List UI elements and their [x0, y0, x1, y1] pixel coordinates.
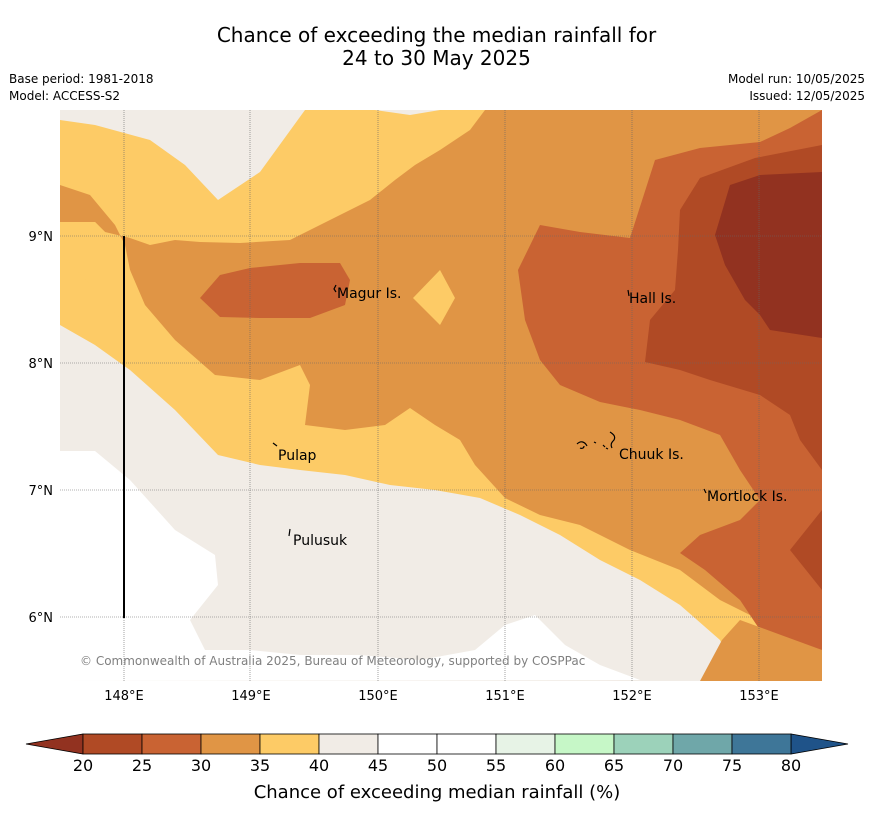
lat-tick-6n: 6°N: [29, 611, 54, 626]
lat-tick-labels: 9°N 8°N 7°N 6°N: [29, 230, 54, 626]
label-magur-is: Magur Is.: [337, 286, 402, 302]
lat-tick-7n: 7°N: [29, 484, 54, 499]
colorbar-segment: [554, 733, 615, 755]
band-40-45-south: [60, 325, 740, 681]
band-35-40-island: [413, 270, 455, 325]
colorbar-segment: [259, 733, 320, 755]
band-20-25-south: [790, 510, 822, 590]
colorbar-segment: [613, 733, 674, 755]
colorbar-segment: [141, 733, 202, 755]
band-30-35-southeast: [700, 620, 822, 681]
map-title-line-2: 24 to 30 May 2025: [342, 46, 531, 70]
colorbar-tick-label: 35: [250, 756, 270, 775]
colorbar-segment: [82, 733, 143, 755]
label-pulusuk: Pulusuk: [293, 533, 348, 549]
colorbar-tick-label: 30: [191, 756, 211, 775]
colorbar-tick-label: 60: [545, 756, 565, 775]
colorbar-tick-label: 70: [663, 756, 683, 775]
hall-island-shape: [627, 289, 630, 297]
mortlock-island-shape: [703, 488, 707, 494]
lon-tick-151e: 151°E: [485, 689, 525, 704]
colorbar-segment: [731, 733, 792, 755]
colorbar-tick-label: 25: [132, 756, 152, 775]
map-plot-area: Magur Is. Hall Is. Pulap Chuuk Is. Mortl…: [60, 110, 822, 681]
copyright-notice: © Commonwealth of Australia 2025, Bureau…: [80, 654, 585, 668]
band-under-20: [715, 172, 822, 338]
label-mortlock-is: Mortlock Is.: [707, 489, 787, 505]
model-text: Model: ACCESS-S2: [9, 89, 121, 103]
colorbar-tick-label: 50: [427, 756, 447, 775]
colorbar-segment: [318, 733, 379, 755]
issued-text: Issued: 12/05/2025: [749, 89, 865, 103]
label-chuuk-is: Chuuk Is.: [619, 447, 684, 463]
lon-tick-152e: 152°E: [612, 689, 652, 704]
map-title-line-1: Chance of exceeding the median rainfall …: [216, 23, 657, 47]
colorbar-tick-label: 75: [722, 756, 742, 775]
colorbar-tick-label: 80: [781, 756, 801, 775]
colorbar-segment: [672, 733, 733, 755]
lon-tick-labels: 148°E 149°E 150°E 151°E 152°E 153°E: [104, 689, 779, 704]
band-40-45-north: [60, 110, 305, 200]
base-period-text: Base period: 1981-2018: [9, 72, 154, 86]
lon-tick-149e: 149°E: [231, 689, 271, 704]
colorbar-segment: [377, 733, 438, 755]
colorbar: 20 25 30 35 40 45 50 55 60 65 70 75 80: [25, 733, 849, 775]
band-25-30-west: [200, 263, 350, 318]
islands: [272, 284, 707, 537]
colorbar-title: Chance of exceeding median rainfall (%): [254, 782, 621, 803]
colorbar-tick-label: 20: [73, 756, 93, 775]
colorbar-tick-label: 55: [486, 756, 506, 775]
chuuk-island-shape: [576, 431, 616, 450]
label-pulap: Pulap: [278, 448, 317, 464]
lon-tick-153e: 153°E: [739, 689, 779, 704]
model-run-text: Model run: 10/05/2025: [727, 72, 865, 86]
label-hall-is: Hall Is.: [629, 291, 676, 307]
pulap-island-shape: [272, 442, 278, 447]
colorbar-tick-label: 65: [604, 756, 624, 775]
lat-tick-8n: 8°N: [29, 357, 54, 372]
band-45-50-south: [60, 451, 640, 681]
lon-tick-148e: 148°E: [104, 689, 144, 704]
meta-right: Model run: 10/05/2025 Issued: 12/05/2025: [728, 71, 865, 105]
pulusuk-island-shape: [288, 528, 291, 537]
magur-island-shape: [333, 284, 337, 293]
colorbar-over-arrow: [790, 733, 849, 755]
band-35-40-west: [60, 222, 175, 345]
lat-tick-9n: 9°N: [29, 230, 54, 245]
colorbar-tick-label: 45: [368, 756, 388, 775]
lon-tick-150e: 150°E: [358, 689, 398, 704]
meta-left: Base period: 1981-2018 Model: ACCESS-S2: [9, 71, 154, 105]
colorbar-segment: [495, 733, 556, 755]
band-40-45-north-small: [375, 110, 440, 115]
colorbar-segment: [436, 733, 497, 755]
colorbar-segment: [200, 733, 261, 755]
colorbar-tick-label: 40: [309, 756, 329, 775]
gridlines: [60, 110, 822, 681]
colorbar-under-arrow: [25, 733, 84, 755]
